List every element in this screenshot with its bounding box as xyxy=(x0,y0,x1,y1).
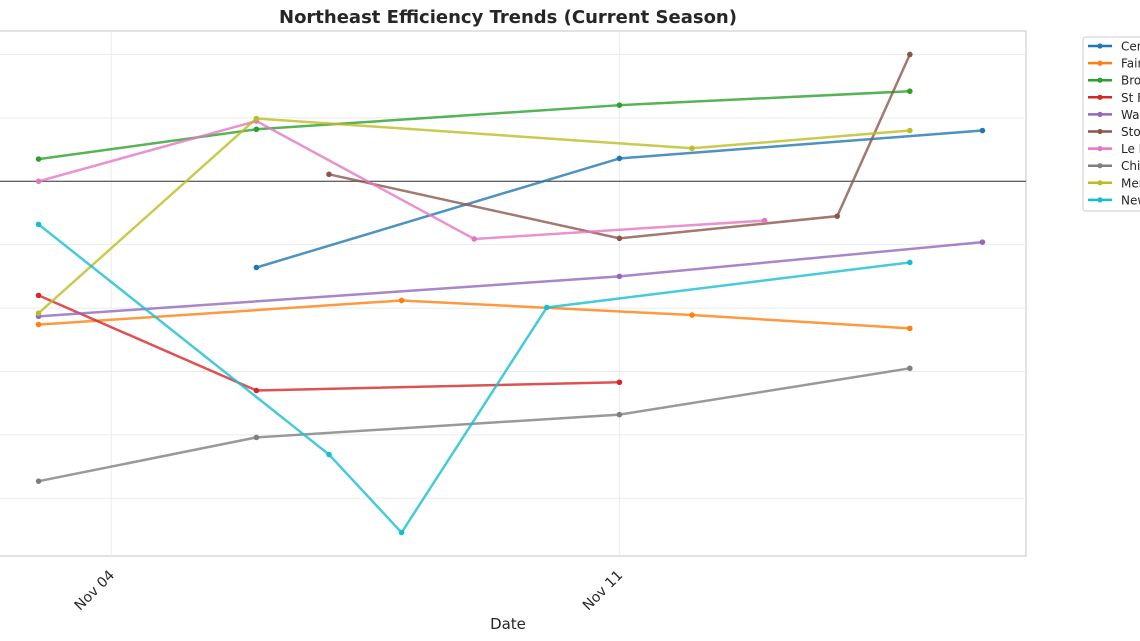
data-point xyxy=(616,155,623,162)
data-point xyxy=(907,259,913,266)
data-point xyxy=(907,51,913,58)
data-point xyxy=(616,411,623,418)
series-line xyxy=(38,119,765,241)
data-point xyxy=(253,434,260,441)
legend-marker xyxy=(1097,197,1103,203)
data-point xyxy=(35,292,42,299)
data-point xyxy=(616,235,623,242)
data-point xyxy=(253,115,260,122)
legend-marker xyxy=(1097,163,1103,169)
series-line xyxy=(38,367,911,483)
legend-marker xyxy=(1097,146,1103,152)
data-point xyxy=(398,529,405,536)
legend-label: Mer xyxy=(1121,176,1140,190)
data-point xyxy=(907,325,913,332)
series-line xyxy=(328,53,911,240)
x-axis-label: Date xyxy=(490,615,526,633)
data-point xyxy=(616,102,623,108)
legend-marker xyxy=(1097,60,1103,66)
data-point xyxy=(907,365,913,372)
series-new xyxy=(35,221,913,536)
data-point xyxy=(544,304,550,311)
legend: Cen Fair Bro St F Wac Sto Le I Chi Mer New xyxy=(1082,36,1140,212)
series-bro xyxy=(35,88,913,162)
data-point xyxy=(471,236,477,242)
data-point xyxy=(979,127,986,134)
data-point xyxy=(35,221,42,228)
data-point xyxy=(253,387,260,394)
series-sto xyxy=(326,51,913,242)
legend-label: Cen xyxy=(1121,40,1140,54)
data-point xyxy=(35,478,42,484)
series-st-f xyxy=(35,292,623,394)
legend-label: Le I xyxy=(1121,142,1140,156)
data-point xyxy=(326,451,332,458)
series-line xyxy=(38,89,910,161)
data-point xyxy=(35,156,42,162)
x-tick-label: Nov 11 xyxy=(580,568,626,614)
data-point xyxy=(35,310,42,316)
chart-title: Northeast Efficiency Trends (Current Sea… xyxy=(279,7,737,28)
series-chi xyxy=(35,365,913,484)
series-mer xyxy=(35,115,913,316)
legend-marker xyxy=(1097,43,1103,49)
data-point xyxy=(907,127,913,134)
legend-marker xyxy=(1097,128,1103,135)
legend-marker xyxy=(1097,180,1103,186)
legend-label: Wac xyxy=(1121,108,1140,122)
series-line xyxy=(37,117,910,315)
legend-label: New xyxy=(1121,193,1140,207)
legend-marker xyxy=(1097,111,1103,117)
legend-label: Sto xyxy=(1121,125,1140,139)
data-point xyxy=(979,239,986,245)
legend-label: St F xyxy=(1121,91,1140,105)
data-point xyxy=(253,126,260,133)
data-point xyxy=(689,145,695,152)
data-point xyxy=(761,217,768,224)
data-point xyxy=(35,321,42,328)
legend-marker xyxy=(1097,77,1103,83)
legend-marker xyxy=(1097,94,1103,100)
data-point xyxy=(253,264,260,271)
legend-label: Bro xyxy=(1121,74,1140,88)
x-tick-label: Nov 04 xyxy=(72,567,118,613)
data-point xyxy=(834,213,841,219)
data-point xyxy=(326,171,332,178)
data-point xyxy=(907,88,913,95)
legend-label: Chi xyxy=(1121,159,1140,173)
data-point xyxy=(616,379,623,386)
data-point xyxy=(616,273,623,280)
series-cen xyxy=(253,127,986,271)
data-point xyxy=(35,178,42,185)
data-point xyxy=(689,312,695,318)
data-point xyxy=(398,297,405,304)
legend-label: Fair xyxy=(1121,57,1140,71)
plot-area xyxy=(0,30,1027,557)
